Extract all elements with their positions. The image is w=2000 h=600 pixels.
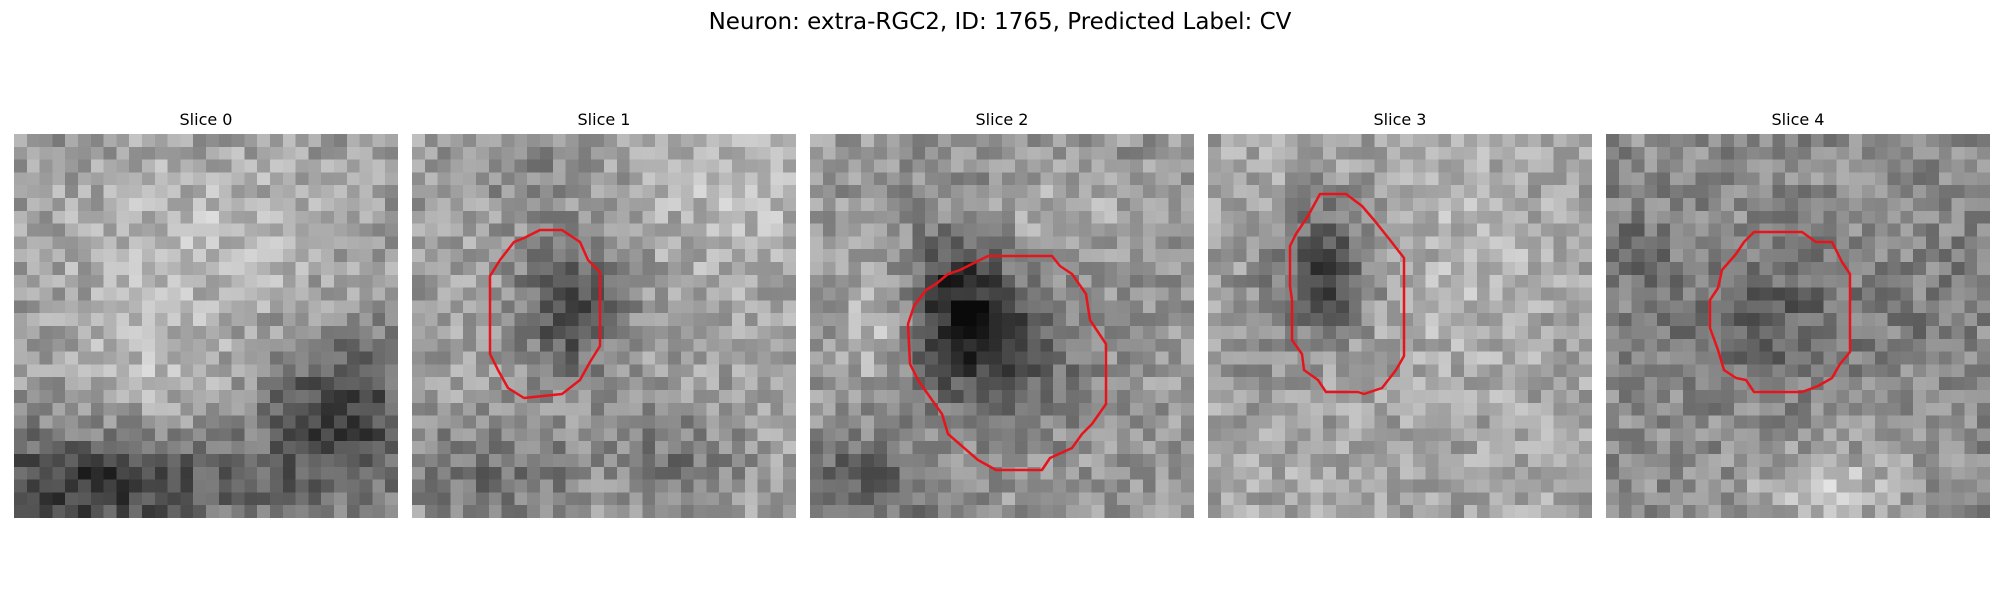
grayscale-slice-image: [1208, 134, 1592, 518]
slice-title: Slice 0: [179, 110, 233, 129]
slice-title: Slice 4: [1771, 110, 1825, 129]
grayscale-slice-image: [810, 134, 1194, 518]
grayscale-slice-image: [412, 134, 796, 518]
roi-contour-overlay: [1708, 230, 1852, 394]
grayscale-slice-image: [1606, 134, 1990, 518]
roi-contour-overlay: [1288, 192, 1406, 396]
slice-title: Slice 1: [577, 110, 631, 129]
roi-contour: [1708, 230, 1852, 394]
slice-image: [1606, 134, 1990, 518]
slice-image: [14, 134, 398, 518]
roi-contour: [906, 254, 1108, 472]
slice-image: [1208, 134, 1592, 518]
grayscale-slice-image: [14, 134, 398, 518]
slice-image: [810, 134, 1194, 518]
slice-title: Slice 3: [1373, 110, 1427, 129]
slice-image: [412, 134, 796, 518]
slice-title: Slice 2: [975, 110, 1029, 129]
roi-contour: [488, 228, 602, 400]
roi-contour-overlay: [488, 228, 602, 400]
figure-title: Neuron: extra-RGC2, ID: 1765, Predicted …: [708, 9, 1292, 35]
roi-contour-overlay: [906, 254, 1108, 472]
roi-contour: [1288, 192, 1406, 396]
